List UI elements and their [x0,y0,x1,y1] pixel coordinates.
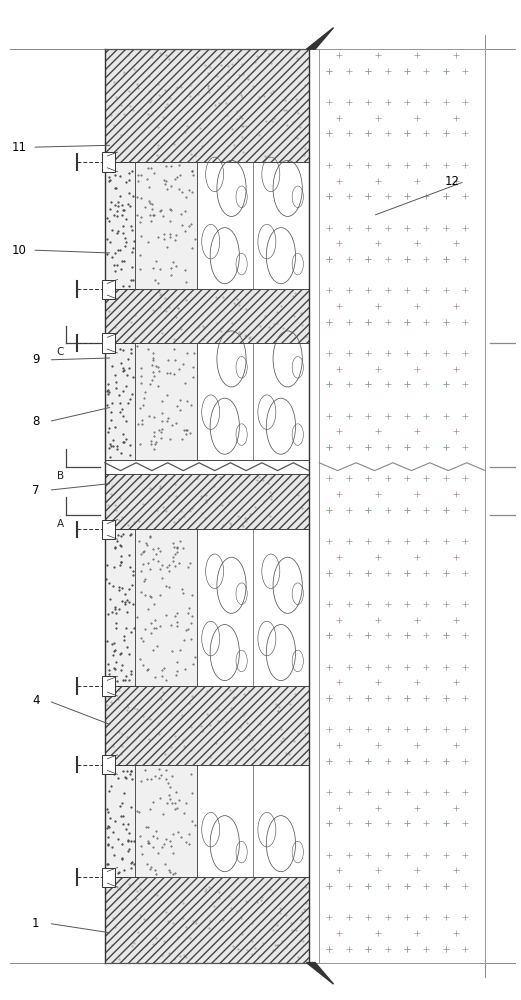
Text: 8: 8 [32,415,40,428]
Bar [197,162,309,289]
Bar [197,343,309,460]
Text: B: B [57,471,64,481]
Text: 12: 12 [444,175,460,188]
Bar [105,162,135,289]
Polygon shape [306,28,333,49]
Text: A: A [57,519,64,529]
Bar [105,289,309,343]
Text: 7: 7 [32,484,40,497]
Bar [197,765,253,877]
Bar [135,529,197,686]
Bar [135,765,197,877]
Bar [102,676,115,696]
Bar [105,49,309,162]
Text: 11: 11 [12,141,27,154]
Polygon shape [306,963,333,984]
Bar [135,162,197,289]
Text: 4: 4 [32,694,40,707]
Bar [105,474,309,529]
Bar [105,765,135,877]
Bar [253,162,309,289]
Text: 9: 9 [32,353,40,366]
Bar [197,765,309,877]
Text: 1: 1 [32,917,40,930]
Bar [102,152,115,172]
Bar [105,343,135,460]
Text: C: C [57,347,64,357]
Bar [105,686,309,765]
Bar [105,529,135,686]
Bar [102,867,115,887]
Bar [253,343,309,460]
Bar [102,279,115,299]
Bar [253,765,309,877]
Text: 10: 10 [12,244,27,257]
Bar [253,529,309,686]
Bar [102,520,115,539]
Bar [105,877,309,963]
Bar [135,343,197,460]
Bar [102,755,115,774]
Bar [197,529,253,686]
Bar [197,343,253,460]
Bar [102,333,115,353]
Bar [197,162,253,289]
Bar [197,529,309,686]
